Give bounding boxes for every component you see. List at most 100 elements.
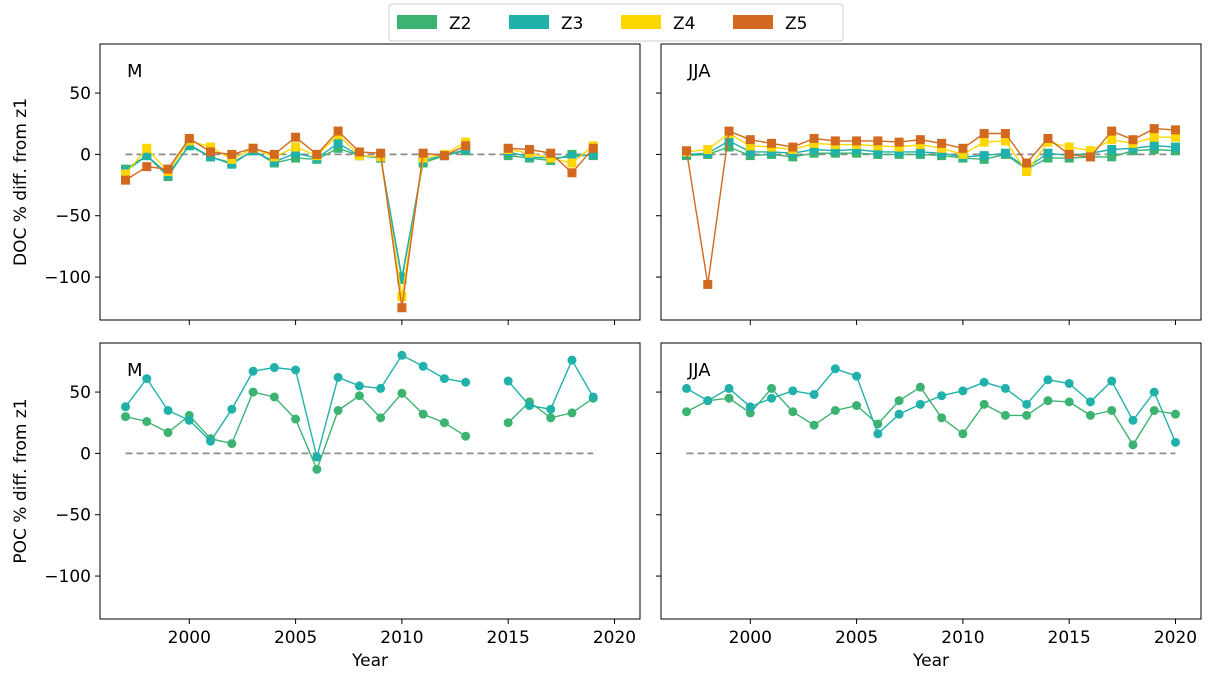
data-point — [682, 407, 692, 417]
data-point — [809, 420, 819, 430]
data-point — [979, 377, 989, 387]
panel-label: JJA — [687, 360, 711, 381]
data-point — [546, 153, 556, 163]
data-point — [682, 383, 692, 393]
data-point — [873, 136, 883, 146]
data-point — [312, 464, 322, 474]
x-tick-label: 2020 — [1154, 628, 1197, 648]
panel-3: 2000 2005 2010 2015 2020 50 0 −50 −100 M POC % dif… — [11, 342, 641, 671]
data-point — [397, 275, 407, 285]
data-point — [937, 148, 947, 158]
data-point — [397, 350, 407, 360]
data-point — [915, 135, 925, 145]
data-point — [248, 143, 258, 153]
data-point — [724, 393, 734, 403]
x-tick-label: 2010 — [941, 628, 984, 648]
panel-2: JJA — [656, 43, 1202, 325]
data-point — [142, 143, 152, 153]
data-point — [703, 279, 713, 289]
series-line-z2 — [125, 143, 594, 278]
data-point — [524, 401, 534, 411]
data-point — [1170, 409, 1180, 419]
data-point — [121, 402, 131, 412]
data-point — [1107, 135, 1117, 145]
series-line-z3 — [125, 142, 594, 280]
data-point — [894, 396, 904, 406]
x-axis-label: Year — [351, 651, 388, 671]
data-point — [958, 149, 968, 159]
series-z3 — [121, 138, 598, 285]
data-point — [333, 372, 343, 382]
data-point — [376, 148, 386, 158]
data-point — [979, 151, 989, 161]
data-point — [269, 392, 279, 402]
data-point — [588, 392, 598, 402]
legend-swatch-z4 — [621, 15, 661, 29]
data-point — [788, 142, 798, 152]
data-point — [958, 143, 968, 153]
data-point — [269, 157, 279, 167]
data-point — [333, 138, 343, 148]
x-tick-label: 2020 — [593, 628, 636, 648]
data-point — [1149, 124, 1159, 134]
data-point — [418, 153, 428, 163]
data-point — [1000, 148, 1010, 158]
y-tick-label: 0 — [80, 145, 91, 165]
data-point — [588, 149, 598, 159]
data-point — [184, 141, 194, 151]
data-point — [142, 162, 152, 172]
data-point — [269, 363, 279, 373]
data-point — [354, 381, 364, 391]
data-point — [206, 142, 216, 152]
data-point — [852, 371, 862, 381]
data-point — [958, 429, 968, 439]
data-point — [567, 355, 577, 365]
legend-swatch-z5 — [733, 15, 773, 29]
legend: Z2 Z3 Z4 Z5 — [388, 3, 844, 42]
axes-frame — [660, 342, 1202, 620]
data-point — [354, 147, 364, 157]
data-point — [1128, 440, 1138, 450]
data-point — [227, 159, 237, 169]
data-point — [121, 169, 131, 179]
legend-label-z3: Z3 — [561, 14, 583, 34]
data-point — [894, 409, 904, 419]
data-point — [745, 141, 755, 151]
data-point — [1170, 132, 1180, 142]
data-point — [142, 374, 152, 384]
data-point — [937, 138, 947, 148]
data-point — [439, 374, 449, 384]
axes-frame — [99, 342, 641, 620]
data-point — [397, 303, 407, 313]
data-point — [546, 413, 556, 423]
data-point — [1149, 132, 1159, 142]
data-point — [958, 386, 968, 396]
data-point — [206, 436, 216, 446]
data-point — [333, 405, 343, 415]
data-point — [588, 143, 598, 153]
data-point — [767, 383, 777, 393]
y-tick-label: 0 — [80, 444, 91, 464]
legend-swatch-z3 — [509, 15, 549, 29]
y-tick-label: 50 — [69, 84, 91, 104]
data-point — [852, 144, 862, 154]
series-z3 — [682, 364, 1180, 447]
data-point — [1107, 144, 1117, 154]
data-point — [894, 147, 904, 157]
data-point — [312, 452, 322, 462]
x-tick-label: 2015 — [487, 628, 530, 648]
data-point — [1043, 148, 1053, 158]
panel-label: JJA — [687, 61, 711, 82]
data-point — [291, 153, 301, 163]
y-tick-label: −100 — [44, 268, 91, 288]
data-point — [163, 428, 173, 438]
series-z5 — [682, 124, 1180, 289]
data-point — [979, 399, 989, 409]
data-point — [745, 402, 755, 412]
data-point — [937, 391, 947, 401]
data-point — [915, 399, 925, 409]
data-point — [915, 140, 925, 150]
data-point — [724, 136, 734, 146]
